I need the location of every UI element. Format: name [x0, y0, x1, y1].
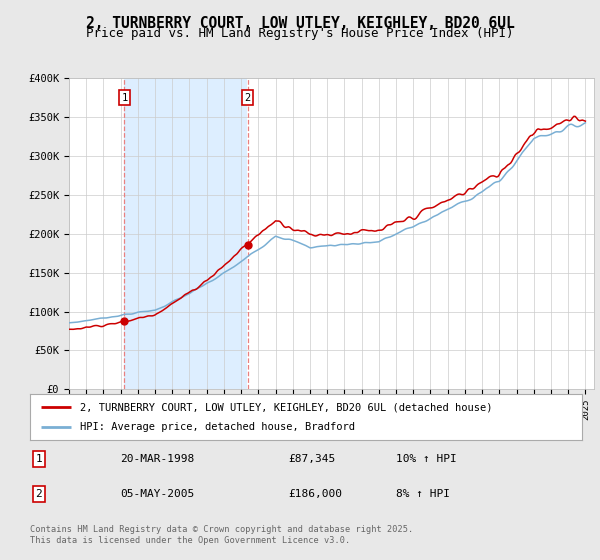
- Text: 2, TURNBERRY COURT, LOW UTLEY, KEIGHLEY, BD20 6UL: 2, TURNBERRY COURT, LOW UTLEY, KEIGHLEY,…: [86, 16, 514, 31]
- Text: 1: 1: [35, 454, 43, 464]
- Text: Price paid vs. HM Land Registry's House Price Index (HPI): Price paid vs. HM Land Registry's House …: [86, 27, 514, 40]
- Text: 2: 2: [35, 489, 43, 499]
- Text: 05-MAY-2005: 05-MAY-2005: [120, 489, 194, 499]
- Text: Contains HM Land Registry data © Crown copyright and database right 2025.
This d: Contains HM Land Registry data © Crown c…: [30, 525, 413, 545]
- Text: 2, TURNBERRY COURT, LOW UTLEY, KEIGHLEY, BD20 6UL (detached house): 2, TURNBERRY COURT, LOW UTLEY, KEIGHLEY,…: [80, 403, 492, 413]
- Text: 20-MAR-1998: 20-MAR-1998: [120, 454, 194, 464]
- Text: 10% ↑ HPI: 10% ↑ HPI: [396, 454, 457, 464]
- Text: £87,345: £87,345: [288, 454, 335, 464]
- Bar: [124, 78, 247, 389]
- Text: £186,000: £186,000: [288, 489, 342, 499]
- Text: HPI: Average price, detached house, Bradford: HPI: Average price, detached house, Brad…: [80, 422, 355, 432]
- Text: 1: 1: [121, 93, 128, 103]
- Text: 8% ↑ HPI: 8% ↑ HPI: [396, 489, 450, 499]
- Text: 2: 2: [244, 93, 251, 103]
